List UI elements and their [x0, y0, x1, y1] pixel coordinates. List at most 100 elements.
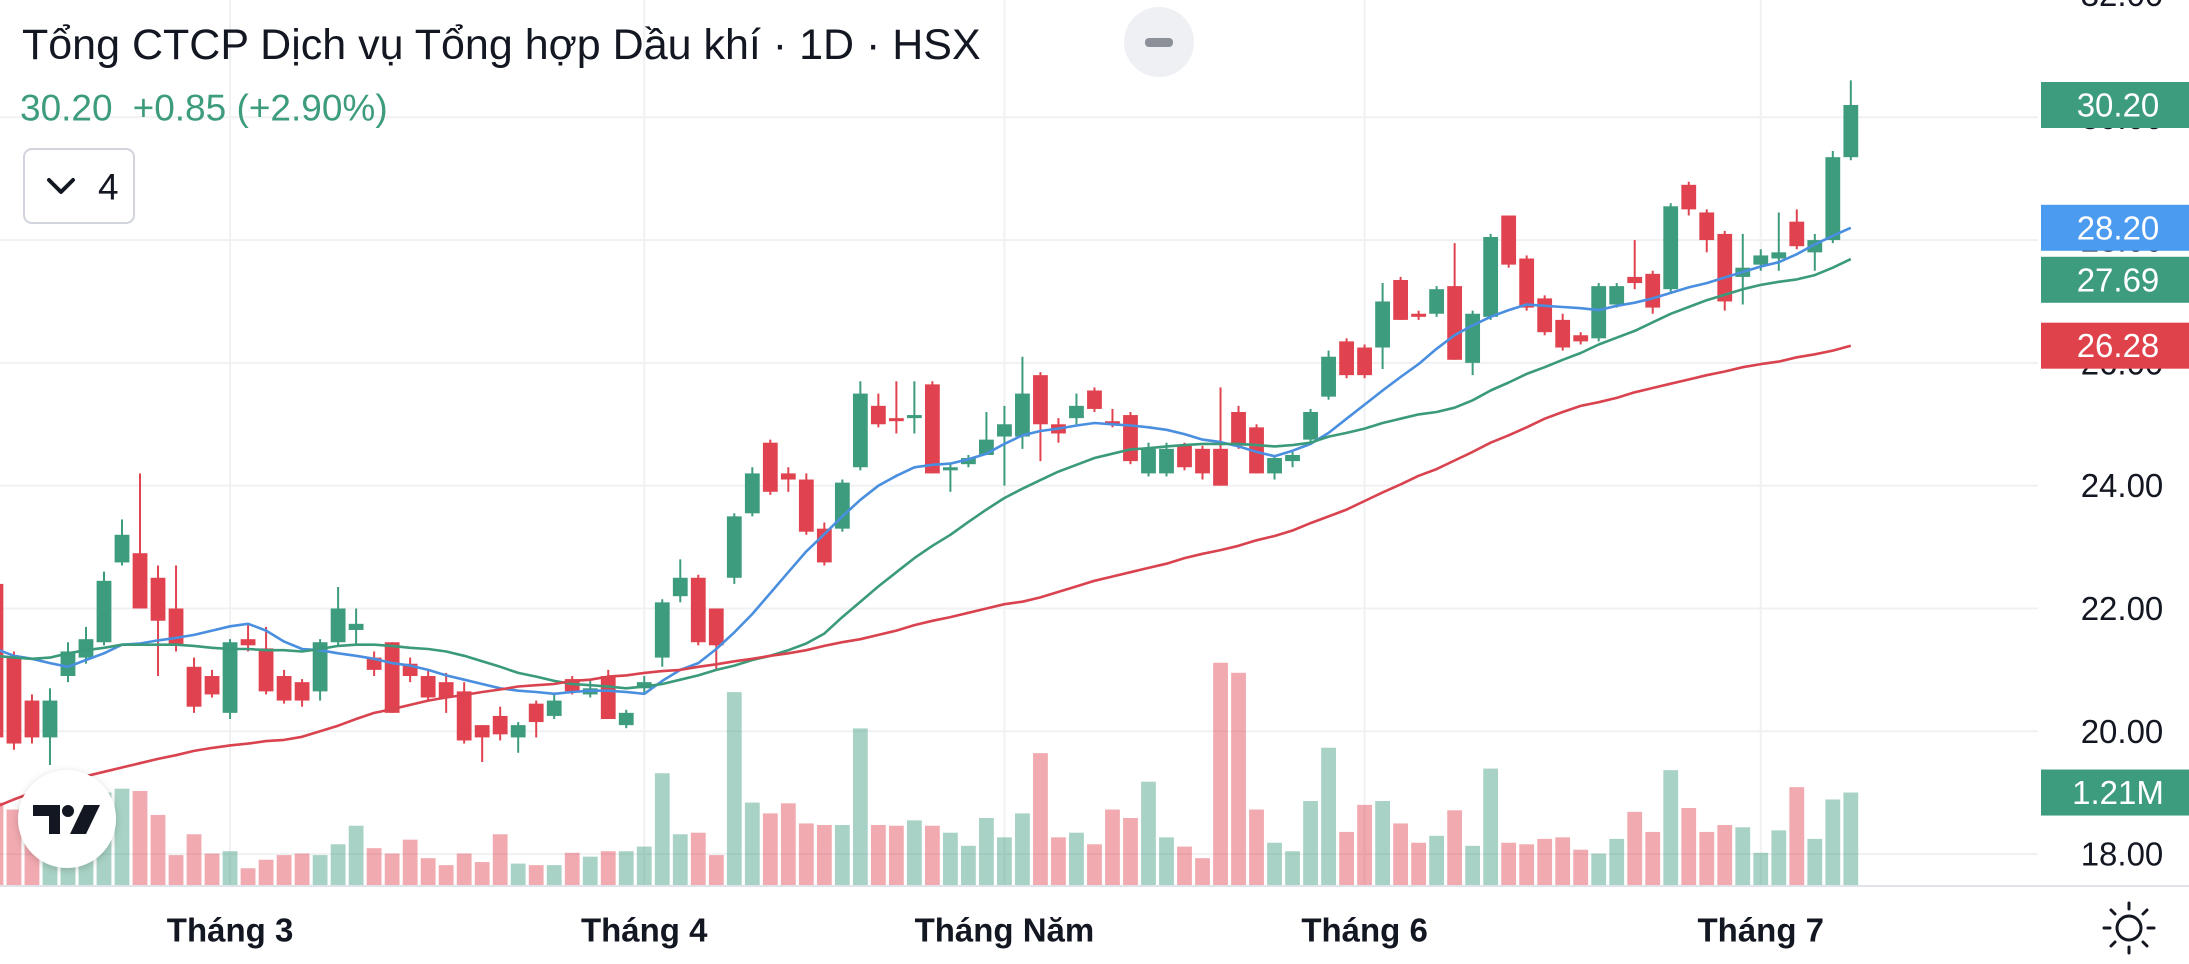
candle-body — [420, 676, 436, 698]
candle-body — [1033, 375, 1048, 425]
candle-body — [438, 682, 454, 698]
volume-bar — [1231, 672, 1246, 886]
price-label-box — [2041, 322, 2189, 369]
volume-bar — [979, 818, 994, 886]
volume-bar — [1195, 858, 1210, 886]
candle-body — [1843, 104, 1859, 158]
candle-body — [672, 577, 688, 597]
candle-body — [1267, 458, 1282, 474]
volume-bar — [618, 851, 634, 886]
x-tick-label: Tháng 6 — [1301, 912, 1428, 949]
indicator-count[interactable]: 4 — [98, 167, 119, 208]
volume-bar — [1591, 853, 1607, 886]
volume-bar — [6, 809, 22, 886]
candle-body — [24, 700, 40, 738]
settings-button[interactable] — [2102, 901, 2156, 955]
volume-bar — [997, 837, 1012, 886]
volume-bar — [1465, 845, 1481, 886]
candle-body — [1663, 206, 1679, 290]
candle-body — [96, 580, 112, 643]
indicators-toggle-box[interactable] — [23, 148, 135, 224]
volume-bar — [1213, 662, 1228, 886]
logo-bg[interactable] — [18, 770, 116, 868]
candle-body — [600, 676, 616, 719]
volume-bar — [582, 856, 598, 886]
volume-bar — [942, 832, 958, 886]
volume-bar — [1519, 844, 1535, 886]
candle-body — [204, 676, 220, 695]
settings-icon[interactable] — [2102, 901, 2156, 955]
volume-bar — [1573, 849, 1589, 886]
candle-body — [1555, 319, 1571, 348]
candle-body — [150, 577, 166, 621]
volume-label-box — [2041, 769, 2189, 816]
settings-icon[interactable] — [2115, 914, 2143, 942]
candle-body — [690, 577, 706, 643]
volume-bar — [708, 855, 724, 886]
candle-body — [1393, 279, 1409, 320]
volume-label: 1.21M — [2072, 774, 2164, 811]
candle-body — [1537, 298, 1553, 333]
candle-body — [312, 642, 328, 692]
volume-bar — [690, 832, 706, 886]
collapse-button[interactable] — [1124, 7, 1194, 77]
candle-body — [78, 639, 94, 658]
x-tick-label: Tháng 4 — [581, 912, 708, 949]
volume-bar — [1321, 747, 1336, 886]
volume-bar — [1537, 838, 1553, 886]
volume-bar — [1177, 846, 1192, 886]
volume-bar — [636, 846, 652, 886]
volume-bar — [474, 862, 490, 886]
y-tick-label: 24.00 — [2081, 467, 2164, 504]
volume-bar — [276, 855, 292, 886]
volume-bar — [348, 825, 364, 886]
volume-bar — [1645, 831, 1661, 886]
indicators-toggle[interactable]: 4 — [23, 148, 135, 224]
volume-bar — [1807, 838, 1823, 886]
volume-bar — [528, 865, 544, 886]
volume-bar — [1285, 851, 1300, 886]
candle-body — [1177, 445, 1192, 468]
logo-mark[interactable] — [62, 805, 74, 817]
price-label: 27.69 — [2077, 261, 2160, 298]
collapse-icon[interactable] — [1145, 38, 1173, 47]
volume-bar — [312, 855, 328, 886]
logo-mark[interactable] — [70, 805, 100, 834]
candle-body — [618, 712, 634, 726]
volume-bar — [1825, 799, 1841, 886]
volume-bar — [906, 820, 922, 886]
volume-bar — [1699, 831, 1715, 886]
candle-body — [132, 553, 148, 609]
candle-body — [276, 676, 292, 701]
last-price: 30.20 — [20, 88, 113, 129]
chevron-icon[interactable] — [47, 178, 75, 194]
volume-bar — [870, 824, 886, 886]
volume-bar — [564, 852, 580, 886]
price-label: 30.20 — [2077, 86, 2160, 123]
price-change: +0.85 (+2.90%) — [133, 88, 388, 129]
logo-mark[interactable] — [33, 805, 60, 834]
candle-body — [456, 691, 472, 741]
candle-body — [186, 666, 202, 707]
volume-bar — [1555, 837, 1571, 886]
y-tick-label: 22.00 — [2081, 590, 2164, 627]
volume-bar — [1123, 818, 1138, 886]
candle-body — [1339, 341, 1354, 376]
candle-body — [510, 725, 526, 738]
candle-body — [1447, 286, 1463, 360]
candle-body — [258, 648, 274, 692]
candle-body — [1285, 454, 1300, 462]
candle-body — [6, 657, 22, 744]
tradingview-logo[interactable] — [18, 770, 116, 868]
moving-average-line — [0, 226, 1852, 696]
y-tick-label: 32.00 — [2081, 0, 2164, 13]
volume-bar — [366, 848, 382, 886]
volume-bar — [186, 834, 202, 886]
volume-bar — [961, 845, 976, 886]
volume-bar — [1429, 835, 1445, 886]
volume-bar — [1105, 809, 1120, 886]
volume-bar — [546, 865, 562, 886]
candle-body — [384, 642, 400, 713]
candle-body — [0, 583, 4, 738]
candle-body — [654, 602, 670, 658]
